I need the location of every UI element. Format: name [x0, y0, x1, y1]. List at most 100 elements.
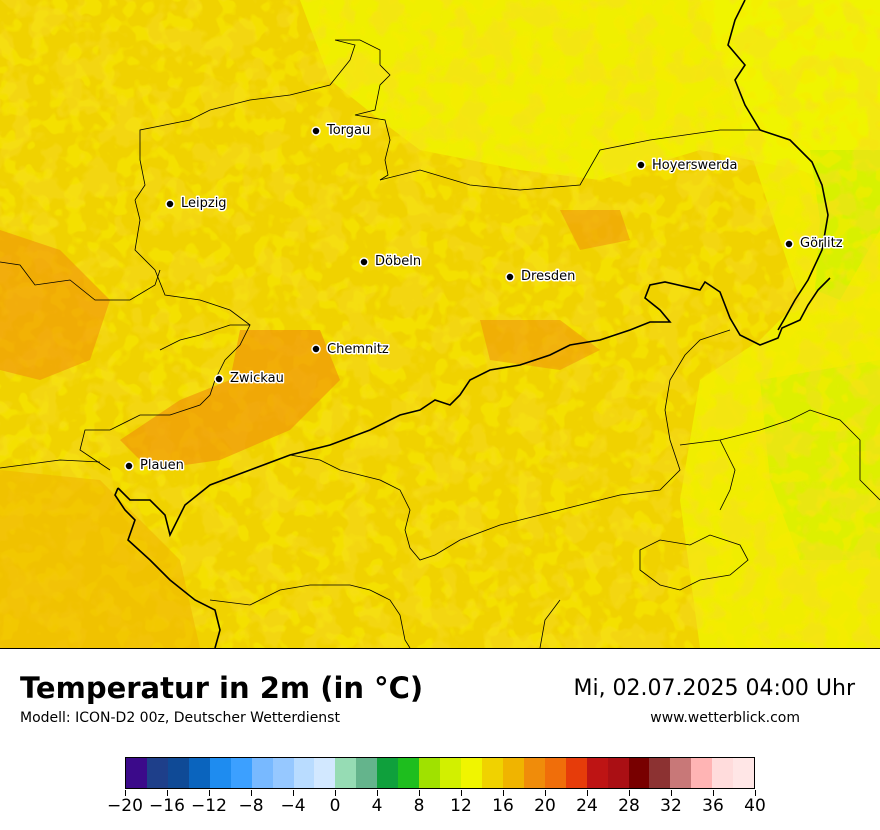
city-marker [311, 126, 321, 136]
warm-zone-south [0, 470, 200, 648]
city-label: Leipzig [181, 196, 227, 211]
colorbar-tick [208, 790, 210, 796]
colorbar-segment [523, 758, 545, 788]
city-label: Zwickau [230, 371, 284, 386]
colorbar-segment [649, 758, 671, 788]
colorbar-tick [418, 790, 420, 796]
colorbar-segment [126, 758, 147, 788]
city-marker [784, 239, 794, 249]
colorbar-tick-label: −4 [280, 796, 306, 816]
city-marker [505, 272, 515, 282]
colorbar-tick [376, 790, 378, 796]
city-marker [214, 374, 224, 384]
colorbar-segment [356, 758, 378, 788]
colorbar-segment [565, 758, 587, 788]
city-marker [311, 344, 321, 354]
city-doebeln[interactable]: Döbeln [359, 253, 423, 271]
colorbar-tick [166, 790, 168, 796]
warm-zone-dresden [480, 320, 600, 370]
colorbar-segment [628, 758, 650, 788]
colorbar-tick-label: −8 [238, 796, 264, 816]
colorbar-segment [691, 758, 713, 788]
city-marker [636, 160, 646, 170]
city-label: Dresden [521, 269, 575, 284]
city-plauen[interactable]: Plauen [124, 457, 185, 475]
colorbar-tick [586, 790, 588, 796]
warm-zone-east [560, 210, 630, 250]
warm-zone-chemnitz [120, 330, 340, 470]
colorbar-tick-label: 8 [413, 796, 425, 816]
colorbar-tick [628, 790, 630, 796]
forecast-datetime: Mi, 02.07.2025 04:00 Uhr [573, 676, 855, 701]
city-dresden[interactable]: Dresden [505, 268, 577, 286]
city-label: Hoyerswerda [652, 158, 738, 173]
colorbar-tick-label: 28 [618, 796, 640, 816]
colorbar-segment [272, 758, 294, 788]
colorbar-tick [754, 790, 756, 796]
colorbar-segment [440, 758, 461, 788]
colorbar-tick-label: 32 [660, 796, 682, 816]
colorbar-segment [209, 758, 231, 788]
colorbar-segment [502, 758, 524, 788]
colorbar-tick-label: 36 [702, 796, 724, 816]
colorbar-tick-label: 4 [371, 796, 383, 816]
colorbar-tick-label: 20 [534, 796, 556, 816]
colorbar-segment [607, 758, 629, 788]
colorbar-tick [124, 790, 126, 796]
temperature-map: Torgau Hoyerswerda Leipzig Görlitz Döbel… [0, 0, 880, 649]
colorbar-segment [293, 758, 315, 788]
colorbar-segment [419, 758, 441, 788]
colorbar-tick [250, 790, 252, 796]
colorbar-tick [502, 790, 504, 796]
city-label: Torgau [326, 123, 370, 138]
district-borders [0, 39, 880, 648]
city-label: Görlitz [800, 236, 843, 251]
colorbar-segment [670, 758, 692, 788]
website-link[interactable]: www.wetterblick.com [650, 710, 800, 726]
colorbar-segment [712, 758, 734, 788]
colorbar-tick-label: 12 [450, 796, 472, 816]
colorbar-tick-label: −16 [149, 796, 185, 816]
colorbar-segment [314, 758, 336, 788]
saxony-border [117, 277, 831, 538]
city-hoyerswerda[interactable]: Hoyerswerda [636, 157, 739, 175]
colorbar-tick-label: −12 [191, 796, 227, 816]
southwest-border [114, 487, 221, 648]
map-title: Temperatur in 2m (in °C) [20, 671, 424, 705]
city-marker [359, 257, 369, 267]
colorbar-segment [586, 758, 608, 788]
city-leipzig[interactable]: Leipzig [165, 195, 228, 213]
colorbar-tick [334, 790, 336, 796]
colorbar-tick [712, 790, 714, 796]
colorbar-segment [230, 758, 252, 788]
temperature-colorbar [125, 757, 755, 789]
colorbar-tick [544, 790, 546, 796]
colorbar-tick-label: 0 [329, 796, 341, 816]
colorbar-segment [733, 758, 755, 788]
colorbar-tick-label: 40 [744, 796, 766, 816]
poland-border [727, 0, 829, 331]
city-marker [124, 461, 134, 471]
city-chemnitz[interactable]: Chemnitz [311, 341, 390, 359]
colorbar-segment [188, 758, 210, 788]
colorbar-segment [544, 758, 566, 788]
city-zwickau[interactable]: Zwickau [214, 370, 285, 388]
city-torgau[interactable]: Torgau [311, 122, 372, 140]
colorbar-tick-label: −20 [107, 796, 143, 816]
warm-zone-west [0, 230, 110, 380]
colorbar-segment [335, 758, 357, 788]
city-goerlitz[interactable]: Görlitz [784, 235, 844, 253]
city-label: Döbeln [375, 254, 421, 269]
city-marker [165, 199, 175, 209]
colorbar-segment [146, 758, 168, 788]
colorbar-tick [460, 790, 462, 796]
colorbar-segment [481, 758, 503, 788]
colorbar-segment [461, 758, 482, 788]
colorbar-segment [377, 758, 399, 788]
colorbar-tick-label: 16 [492, 796, 514, 816]
colorbar-tick-label: 24 [576, 796, 598, 816]
colorbar-tick [292, 790, 294, 796]
colorbar-ticks: −20 −16 −12 −8 −4 0 4 8 12 16 20 24 28 32 36 40 [107, 790, 766, 830]
colorbar-segment [398, 758, 420, 788]
colorbar-segment [167, 758, 189, 788]
